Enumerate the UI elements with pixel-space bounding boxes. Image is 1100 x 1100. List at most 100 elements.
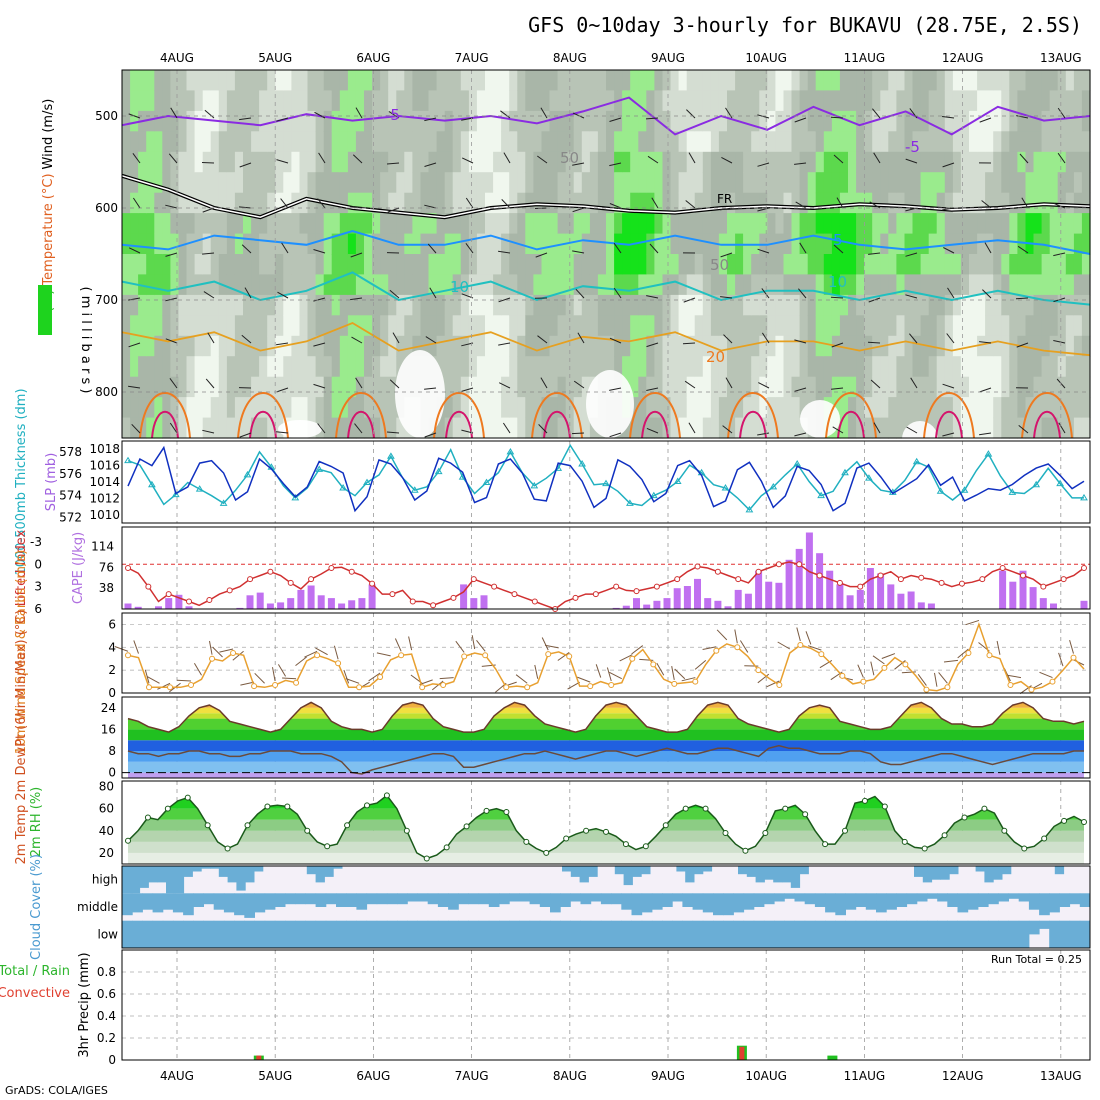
wind-barb: [1057, 107, 1066, 119]
lifted-index-line-point: [287, 579, 294, 586]
rh-cell: [581, 376, 591, 398]
wind-barb: [1018, 425, 1029, 434]
cloud-cell: [427, 893, 439, 905]
cloud-cell: [315, 920, 327, 948]
rh-cell: [960, 356, 970, 378]
rh-cell: [573, 110, 583, 132]
rh-cell: [630, 315, 639, 337]
rh-cell: [525, 356, 534, 378]
cloud-cell: [713, 920, 724, 948]
rh-cell: [460, 131, 470, 153]
rh-cell: [831, 376, 841, 398]
rh-cell: [130, 192, 139, 214]
wind-barb: [870, 379, 881, 389]
rh-cell: [178, 151, 188, 173]
rh-cell: [928, 376, 938, 398]
rh-cell: [710, 274, 720, 296]
cloud-cell: [621, 920, 632, 948]
rh-cell: [678, 335, 688, 357]
cape-bar: [124, 603, 132, 609]
rh-cell: [251, 131, 260, 153]
rh-cell: [589, 315, 599, 337]
cloud-ylabel: Cloud Cover (%): [29, 854, 44, 960]
surface-wind-barb: [157, 682, 171, 690]
rh-cell: [122, 274, 131, 296]
rh-cell: [460, 151, 470, 173]
surface-wind-barb: [376, 652, 391, 657]
contour-25: [1033, 410, 1061, 439]
lifted-index-line-point: [735, 576, 742, 583]
rh-cell: [194, 110, 204, 132]
rh-cell: [735, 213, 744, 235]
wind-barb: [165, 338, 178, 344]
wind-barb: [646, 427, 659, 434]
cape-tick-label: 38: [99, 581, 114, 595]
rh-cell: [291, 274, 301, 296]
surface-wind-barb: [1069, 639, 1074, 654]
rh-cell: [162, 417, 171, 439]
rh-cell: [614, 131, 623, 153]
rh-cell: [952, 110, 962, 132]
rh-cell: [767, 376, 776, 398]
wind-barb: [651, 197, 659, 209]
rh-cell: [364, 151, 373, 173]
cloud-row-label: high: [92, 873, 118, 887]
rh-cell: [775, 90, 785, 112]
rh-cell: [589, 90, 599, 112]
rh-cell: [1057, 294, 1067, 316]
wind-speed-line-point: [944, 684, 951, 691]
wind-barb: [540, 377, 548, 389]
wind-barb: [503, 152, 511, 164]
surface-wind-barb: [595, 664, 602, 678]
y-tick-label: 700: [95, 293, 118, 307]
rh-cell: [1025, 335, 1035, 357]
cloud-cell: [723, 920, 734, 948]
rh-cell: [993, 315, 1002, 337]
rh-cell: [718, 110, 728, 132]
rh-cell: [718, 376, 728, 398]
rh-cell: [791, 151, 801, 173]
cloud-cell: [977, 893, 989, 907]
lifted-index-line-point: [145, 583, 152, 590]
rh-cell: [888, 110, 897, 132]
rh-cell: [485, 335, 494, 357]
wind-barb: [244, 287, 252, 299]
rh-cell: [1073, 335, 1083, 357]
cape-tick-label: 114: [91, 540, 114, 554]
rh-cell: [1033, 356, 1043, 378]
rh-cell: [226, 192, 236, 214]
rh-cell: [194, 172, 204, 194]
cape-bar: [704, 598, 712, 609]
contour-label: 20: [706, 348, 725, 366]
rh-cell: [960, 110, 970, 132]
cloud-cell: [1018, 893, 1030, 902]
wind-speed-line-point: [923, 686, 930, 693]
rh-cell: [702, 397, 712, 419]
rh-cell: [1009, 213, 1018, 235]
rh-cell: [307, 192, 317, 214]
rh-cell: [428, 151, 438, 173]
surface-wind-barb: [232, 650, 244, 661]
cape-bar: [175, 594, 183, 609]
cloud-cell: [825, 893, 836, 913]
rh-line-point: [284, 803, 291, 810]
rh-cell: [226, 397, 236, 419]
wind-barb: [239, 162, 252, 168]
rh-cell: [646, 192, 655, 214]
rh-cell: [557, 254, 567, 275]
rh-cell: [372, 294, 381, 316]
rh-cell: [662, 110, 672, 132]
temp-band: [128, 707, 1084, 714]
rh-cell: [202, 335, 212, 357]
wind-barb: [647, 155, 659, 164]
x-label-top: 9AUG: [651, 51, 685, 65]
rh-cell: [977, 172, 986, 194]
rh-cell: [1025, 110, 1035, 132]
rh-cell: [1041, 151, 1051, 173]
cloud-row-label: middle: [77, 900, 118, 914]
rh-cell: [985, 151, 994, 173]
rh-cell: [251, 294, 260, 316]
lifted-index-line-point: [999, 565, 1006, 571]
rh-cell: [170, 356, 180, 378]
rh-line-point: [364, 802, 370, 809]
